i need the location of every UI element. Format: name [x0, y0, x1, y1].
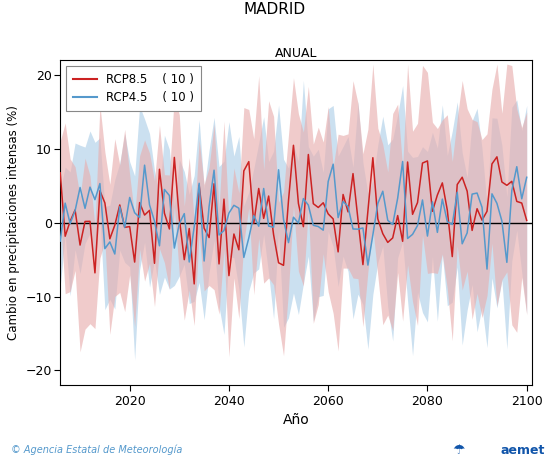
Legend: RCP8.5    ( 10 ), RCP4.5    ( 10 ): RCP8.5 ( 10 ), RCP4.5 ( 10 )	[66, 66, 201, 111]
Title: ANUAL: ANUAL	[274, 48, 317, 61]
Y-axis label: Cambio en precipitaciones intensas (%): Cambio en precipitaciones intensas (%)	[7, 105, 20, 340]
X-axis label: Año: Año	[283, 413, 309, 427]
Text: ☂: ☂	[452, 444, 465, 457]
Text: © Agencia Estatal de Meteorología: © Agencia Estatal de Meteorología	[11, 444, 183, 455]
Text: aemet: aemet	[500, 444, 544, 457]
Text: MADRID: MADRID	[244, 2, 306, 17]
